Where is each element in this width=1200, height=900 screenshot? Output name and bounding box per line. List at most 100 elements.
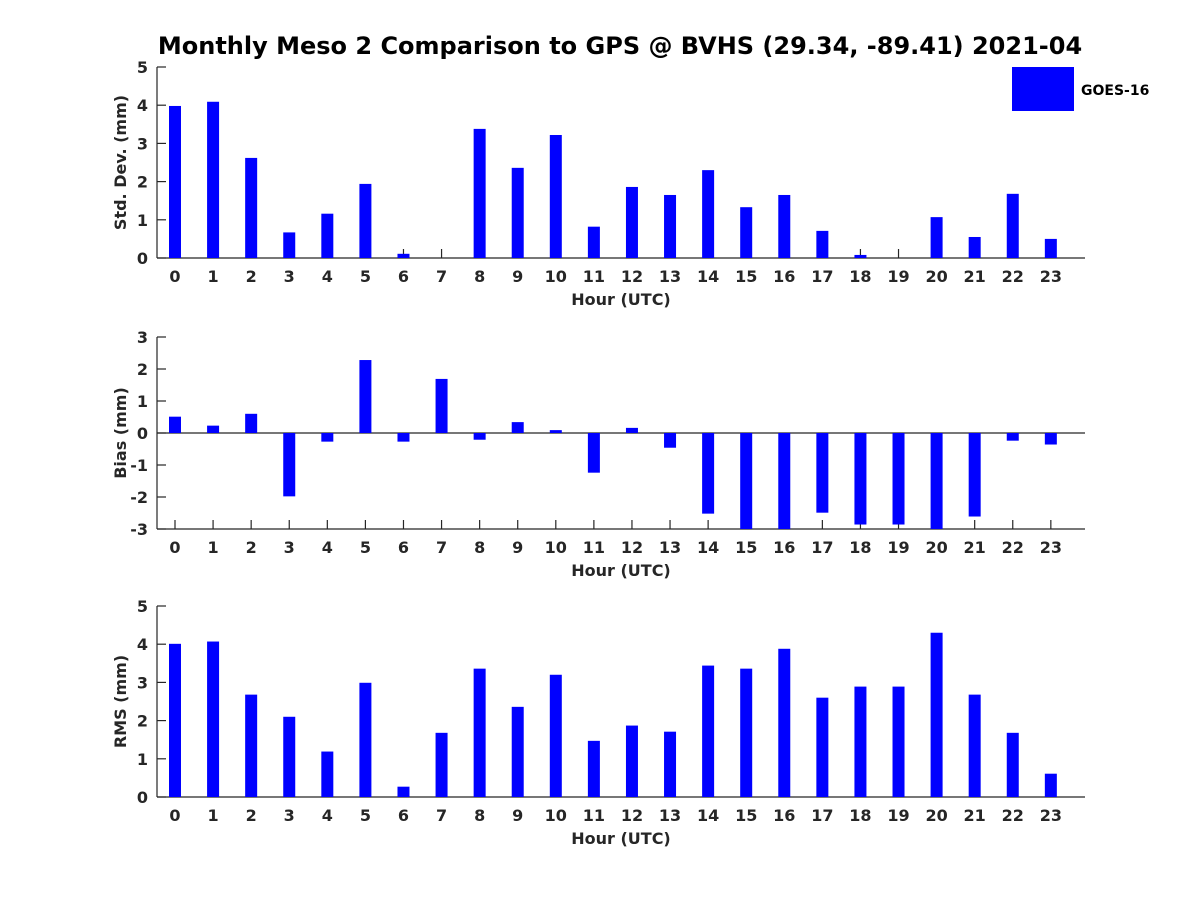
y-tick-label: 4 [137,96,148,115]
bar [1044,773,1057,797]
y-tick-label: 5 [137,597,148,616]
x-tick-label: 12 [621,267,643,286]
y-tick-label: 3 [137,673,148,692]
y-tick-label: 1 [137,392,148,411]
x-tick-label: 17 [811,267,833,286]
bar [245,157,258,258]
bar [664,194,677,258]
y-tick-label: 5 [137,58,148,77]
x-tick-label: 5 [360,806,371,825]
bar [968,433,981,517]
x-tick-label: 4 [322,538,333,557]
x-tick-label: 0 [169,267,180,286]
bar [169,105,181,259]
bar [207,101,220,259]
bar [625,186,638,258]
x-tick-label: 0 [169,806,180,825]
bar [283,232,296,258]
x-tick-label: 6 [398,538,409,557]
x-tick-label: 12 [621,538,643,557]
bar [473,433,486,440]
x-tick-label: 15 [735,267,757,286]
x-tick-label: 9 [512,806,523,825]
x-tick-label: 15 [735,806,757,825]
y-axis-label: RMS (mm) [111,655,130,748]
x-tick-label: 18 [849,267,871,286]
y-tick-label: 2 [137,360,148,379]
x-tick-label: 20 [925,538,947,557]
bar [625,427,638,433]
x-tick-label: 5 [360,538,371,557]
x-tick-label: 16 [773,538,795,557]
x-tick-label: 10 [545,806,567,825]
bar [283,433,296,497]
bar [587,740,600,797]
bar [549,674,562,797]
x-tick-label: 11 [583,267,605,286]
x-tick-label: 1 [208,806,219,825]
x-tick-label: 6 [398,806,409,825]
y-tick-label: 1 [137,750,148,769]
bar [207,425,220,433]
x-tick-label: 23 [1040,538,1062,557]
x-tick-label: 19 [887,806,909,825]
x-axis-label: Hour (UTC) [571,829,671,848]
bar [930,217,943,258]
x-tick-label: 23 [1040,806,1062,825]
bar [511,706,524,797]
bar [930,632,943,797]
x-tick-label: 16 [773,267,795,286]
x-tick-label: 4 [322,806,333,825]
x-tick-label: 2 [246,538,257,557]
x-tick-label: 18 [849,806,871,825]
bar [169,643,181,797]
bar [245,694,258,797]
x-tick-label: 21 [964,806,986,825]
x-tick-label: 2 [246,806,257,825]
bar [549,430,562,433]
bar [1006,732,1019,797]
bar [740,668,753,797]
bar [816,230,829,258]
x-tick-label: 14 [697,538,719,557]
x-tick-label: 13 [659,267,681,286]
x-tick-label: 17 [811,806,833,825]
y-tick-label: 2 [137,173,148,192]
y-tick-label: 1 [137,211,148,230]
bar [169,416,181,433]
x-tick-label: 11 [583,806,605,825]
x-tick-label: 16 [773,806,795,825]
bar [816,697,829,797]
legend-label: GOES-16 [1081,83,1149,99]
x-axis-label: Hour (UTC) [571,561,671,580]
y-tick-label: 3 [137,134,148,153]
y-axis-label: Bias (mm) [111,387,130,479]
x-tick-label: 21 [964,267,986,286]
x-tick-label: 7 [436,806,447,825]
bar [702,665,715,797]
bar [321,213,334,258]
x-tick-label: 17 [811,538,833,557]
bar [625,725,638,797]
x-tick-label: 11 [583,538,605,557]
bar [473,668,486,797]
y-tick-label: 4 [137,635,148,654]
bar [1006,193,1019,258]
x-tick-label: 1 [208,538,219,557]
bar [397,786,410,797]
legend: GOES-16 [1012,67,1149,111]
x-tick-label: 22 [1002,267,1024,286]
x-tick-label: 10 [545,267,567,286]
x-tick-label: 13 [659,806,681,825]
bar [778,648,791,797]
bar [854,433,867,525]
y-tick-label: -1 [130,456,148,475]
bar [664,433,677,448]
x-tick-label: 20 [925,267,947,286]
bar [283,716,296,797]
bar [359,183,372,258]
x-tick-label: 0 [169,538,180,557]
bar [321,433,334,442]
